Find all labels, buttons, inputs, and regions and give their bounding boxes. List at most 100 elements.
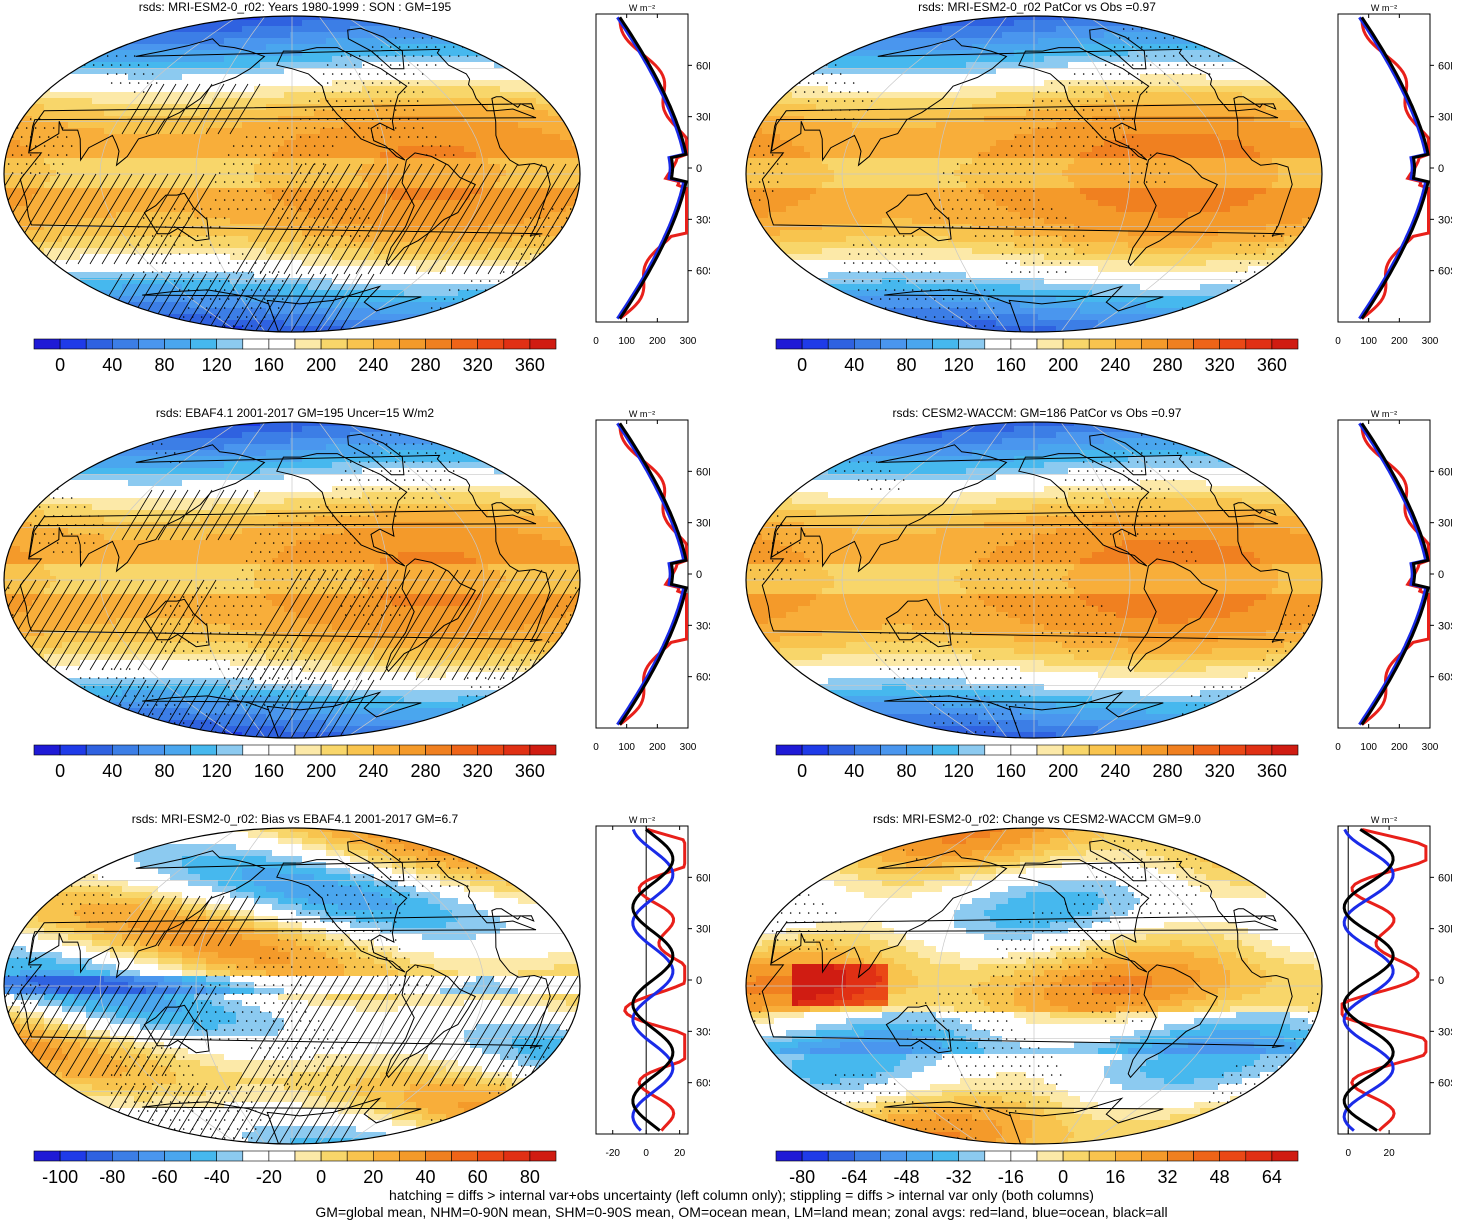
graticule: [4, 422, 580, 738]
colorbar-swatch: [1010, 338, 1038, 350]
x-tick-label: 0: [593, 336, 599, 347]
coastline-eurasia: [28, 444, 535, 573]
colorbar-swatch: [320, 1150, 348, 1162]
coastline-eurasia: [28, 38, 535, 167]
colorbar-label: -32: [946, 1167, 972, 1187]
x-tick-label: 300: [1422, 742, 1439, 753]
colorbar-swatch: [775, 744, 803, 756]
colorbar-swatch: [827, 338, 855, 350]
x-tick-label: 100: [1360, 336, 1377, 347]
colorbar-swatch: [1219, 744, 1247, 756]
colorbar-swatch: [932, 338, 960, 350]
colorbar-label: 80: [896, 761, 916, 781]
lat-tick-label: 30N: [696, 112, 710, 124]
graticule: [746, 16, 1322, 332]
coastline-namerica: [1018, 47, 1150, 161]
colorbar-swatch: [1193, 1150, 1221, 1162]
colorbar-label: 160: [254, 761, 284, 781]
colorbar-swatch: [399, 338, 426, 350]
colorbar-swatch: [451, 744, 479, 756]
x-tick-label: 300: [680, 336, 697, 347]
colorbar-label: 240: [358, 761, 388, 781]
colorbar-label: 0: [55, 761, 65, 781]
colorbar-swatch: [503, 338, 531, 350]
coastline-samerica: [385, 964, 477, 1079]
colorbar-label: 160: [254, 355, 284, 375]
zonal-mean-plot: W m⁻² 60N 30N 0 30S 60S 0 20: [1337, 815, 1452, 1159]
colorbar-label: 280: [410, 355, 440, 375]
colorbar-swatch: [320, 744, 348, 756]
coastline-africa: [19, 920, 551, 1049]
colorbar-label: 200: [1048, 355, 1078, 375]
lat-tick-label: 30S: [1438, 620, 1452, 632]
colorbar-label: -60: [151, 1167, 177, 1187]
x-tick-label: 0: [1335, 336, 1341, 347]
zonal-line-ocean: [631, 828, 675, 1132]
colorbar-label: 240: [358, 355, 388, 375]
map-border: [745, 421, 1323, 739]
colorbar-swatch: [1088, 744, 1116, 756]
coastline-greenland: [347, 433, 405, 476]
colorbar-swatch: [372, 744, 400, 756]
colorbar-swatch: [59, 744, 87, 756]
colorbar-swatch: [85, 338, 113, 350]
colorbar: -100-80-60-40-20020406080100: [33, 1150, 557, 1187]
colorbar-swatch: [1167, 1150, 1194, 1162]
colorbar-swatch: [1193, 744, 1221, 756]
colorbar-swatch: [1245, 744, 1273, 756]
x-tick-label: 300: [680, 742, 697, 753]
coastline-africa: [761, 920, 1293, 1049]
x-tick-label: 300: [1422, 336, 1439, 347]
lat-tick-label: 30S: [696, 214, 710, 226]
colorbar-swatch: [138, 744, 165, 756]
colorbar-label: 360: [515, 355, 545, 375]
colorbar-swatch: [216, 744, 244, 756]
colorbar-label: 0: [797, 355, 807, 375]
zonal-line-all: [618, 422, 688, 726]
unit-label: W m⁻²: [629, 3, 655, 13]
coastlines: [761, 433, 1293, 738]
colorbar-label: -100: [42, 1167, 78, 1187]
panel-6: rsds: MRI-ESM2-0_r02: Change vs CESM2-WA…: [742, 812, 1483, 1212]
colorbar-swatch: [1245, 1150, 1273, 1162]
colorbar-label: 280: [1152, 355, 1182, 375]
graticule: [746, 422, 1322, 738]
colorbar-label: 360: [515, 761, 545, 781]
coastlines: [761, 839, 1293, 1144]
colorbar-swatch: [529, 1150, 557, 1162]
colorbar-label: 360: [1257, 761, 1287, 781]
colorbar-swatch: [1193, 338, 1221, 350]
lat-tick-label: 60N: [696, 466, 710, 478]
colorbar-swatch: [33, 338, 61, 350]
lat-tick-label: 60S: [1438, 1078, 1452, 1090]
lat-tick-label: 60N: [696, 60, 710, 72]
lat-tick-label: 0: [696, 569, 702, 581]
colorbar: 04080120160200240280320360400: [33, 338, 557, 375]
colorbar-swatch: [854, 744, 881, 756]
zonal-line-ocean: [1358, 16, 1428, 320]
lat-tick-label: 60S: [696, 1078, 710, 1090]
map-plot: [3, 15, 581, 333]
hatching: [4, 895, 580, 1144]
colorbar-swatch: [33, 1150, 61, 1162]
graticule: [746, 828, 1322, 1144]
coastlines: [761, 27, 1293, 332]
panel-3: rsds: EBAF4.1 2001-2017 GM=195 Uncer=15 …: [0, 406, 741, 806]
colorbar-swatch: [216, 338, 244, 350]
coastline-africa: [19, 108, 551, 237]
colorbar-swatch: [1271, 338, 1299, 350]
colorbar-label: 0: [1058, 1167, 1068, 1187]
coastline-africa: [761, 514, 1293, 643]
zonal-line-ocean: [1342, 828, 1395, 1132]
unit-label: W m⁻²: [629, 815, 655, 825]
colorbar-swatch: [190, 1150, 218, 1162]
colorbar-swatch: [112, 338, 139, 350]
colorbar-swatch: [1271, 744, 1299, 756]
zonal-mean-plot: W m⁻² 60N 30N 0 30S 60S 0 100 200 300: [1335, 3, 1452, 347]
colorbar-label: 120: [202, 355, 232, 375]
panel-title: rsds: MRI-ESM2-0_r02: Bias vs EBAF4.1 20…: [0, 812, 590, 826]
coastline-africa: [761, 108, 1293, 237]
colorbar: 04080120160200240280320360400: [33, 744, 557, 781]
lat-tick-label: 0: [1438, 975, 1444, 987]
coastline-australia: [885, 598, 952, 648]
